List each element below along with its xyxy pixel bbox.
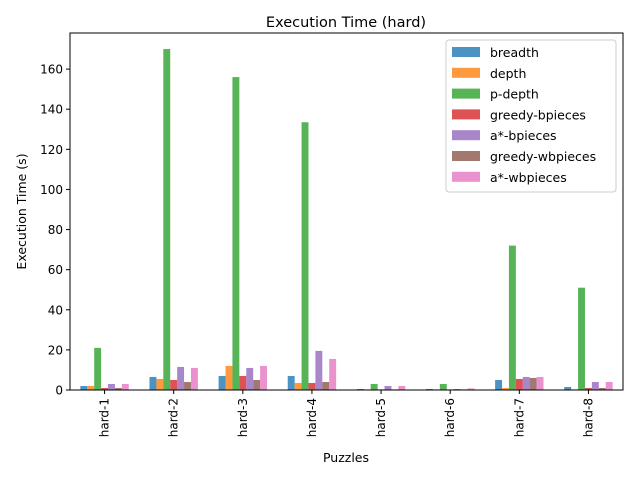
bar-breadth-hard-1 bbox=[80, 385, 88, 390]
bar-greedy-bpieces-hard-8 bbox=[584, 387, 592, 390]
legend-swatch bbox=[452, 67, 480, 78]
bar-a-wbpieces-hard-1 bbox=[121, 383, 129, 390]
y-tick-label: 20 bbox=[48, 343, 63, 357]
y-tick-label: 100 bbox=[40, 183, 63, 197]
x-tick-label: hard-5 bbox=[374, 398, 388, 437]
y-tick-label: 140 bbox=[40, 103, 63, 117]
bar-a-wbpieces-hard-8 bbox=[605, 381, 613, 390]
y-tick-label: 80 bbox=[48, 223, 63, 237]
legend-label: p-depth bbox=[490, 87, 539, 102]
bar-greedy-wbpieces-hard-4 bbox=[322, 381, 330, 390]
bar-p-depth-hard-5 bbox=[370, 383, 378, 390]
bar-breadth-hard-2 bbox=[149, 376, 157, 390]
bar-greedy-wbpieces-hard-1 bbox=[114, 387, 122, 390]
bar-greedy-bpieces-hard-3 bbox=[239, 375, 247, 390]
bar-depth-hard-3 bbox=[225, 365, 233, 390]
legend-label: a*-wbpieces bbox=[490, 170, 567, 185]
bar-a-wbpieces-hard-6 bbox=[467, 388, 475, 390]
x-tick-label: hard-3 bbox=[236, 398, 250, 437]
legend-label: breadth bbox=[490, 45, 539, 60]
legend-swatch bbox=[452, 151, 480, 161]
chart-title: Execution Time (hard) bbox=[266, 15, 426, 31]
legend: breadth depth p-depth greedy-bpieces a*-bpie… bbox=[445, 39, 617, 193]
bar-a-bpieces-hard-8 bbox=[591, 381, 599, 390]
legend-swatch bbox=[452, 171, 480, 182]
bar-depth-hard-2 bbox=[156, 378, 164, 390]
bar-greedy-bpieces-hard-7 bbox=[515, 378, 523, 390]
legend-label: depth bbox=[490, 66, 526, 81]
y-axis: 0 20 40 60 80 100 120 140 160 bbox=[40, 63, 70, 398]
bar-greedy-wbpieces-hard-8 bbox=[598, 387, 606, 390]
bar-p-depth-hard-1 bbox=[94, 347, 102, 390]
bar-p-depth-hard-6 bbox=[439, 383, 447, 390]
y-tick-label: 0 bbox=[55, 384, 63, 398]
bar-greedy-wbpieces-hard-2 bbox=[184, 381, 191, 390]
legend-swatch bbox=[452, 109, 480, 120]
bar-breadth-hard-3 bbox=[218, 375, 226, 390]
x-tick-label: hard-7 bbox=[512, 398, 526, 437]
legend-label: a*-bpieces bbox=[490, 128, 557, 143]
bar-a-bpieces-hard-1 bbox=[108, 383, 115, 390]
bar-a-bpieces-hard-3 bbox=[246, 367, 254, 390]
x-tick-label: hard-1 bbox=[98, 398, 112, 437]
x-tick-label: hard-2 bbox=[167, 398, 181, 437]
legend-swatch bbox=[452, 130, 480, 141]
y-tick-label: 40 bbox=[48, 303, 63, 317]
bar-p-depth-hard-2 bbox=[163, 49, 171, 390]
bar-greedy-bpieces-hard-4 bbox=[308, 382, 316, 390]
bar-greedy-wbpieces-hard-3 bbox=[253, 379, 261, 390]
y-axis-label: Execution Time (s) bbox=[14, 153, 29, 269]
y-tick-label: 160 bbox=[40, 63, 63, 77]
y-tick-label: 60 bbox=[48, 263, 63, 277]
bar-p-depth-hard-4 bbox=[301, 122, 309, 390]
legend-swatch bbox=[452, 88, 480, 99]
bar-breadth-hard-8 bbox=[564, 386, 572, 390]
plot-frame bbox=[69, 32, 624, 391]
bar-greedy-bpieces-hard-2 bbox=[170, 379, 178, 390]
x-tick-label: hard-4 bbox=[305, 398, 319, 437]
legend-swatch bbox=[452, 47, 480, 57]
bar-a-wbpieces-hard-3 bbox=[260, 365, 267, 390]
bar-a-bpieces-hard-5 bbox=[384, 385, 392, 390]
legend-label: greedy-wbpieces bbox=[490, 149, 596, 164]
bar-depth-hard-7 bbox=[502, 387, 509, 390]
bar-breadth-hard-7 bbox=[495, 379, 503, 390]
bar-p-depth-hard-3 bbox=[232, 77, 240, 391]
bar-breadth-hard-4 bbox=[287, 375, 295, 390]
bar-a-bpieces-hard-7 bbox=[522, 376, 530, 390]
bar-p-depth-hard-7 bbox=[508, 245, 516, 390]
x-tick-label: hard-6 bbox=[443, 398, 457, 437]
bar-a-wbpieces-hard-2 bbox=[190, 367, 198, 390]
legend-label: greedy-bpieces bbox=[490, 107, 586, 122]
x-axis-label: Puzzles bbox=[323, 450, 369, 465]
bar-a-wbpieces-hard-7 bbox=[536, 376, 544, 390]
bar-greedy-bpieces-hard-1 bbox=[101, 387, 109, 390]
bar-depth-hard-4 bbox=[294, 382, 302, 390]
bar-a-wbpieces-hard-5 bbox=[398, 385, 406, 390]
bar-greedy-wbpieces-hard-7 bbox=[529, 377, 537, 390]
bar-a-wbpieces-hard-4 bbox=[329, 358, 337, 390]
bar-a-bpieces-hard-4 bbox=[315, 350, 323, 390]
bar-depth-hard-1 bbox=[87, 385, 95, 390]
bar-a-bpieces-hard-2 bbox=[177, 366, 185, 390]
x-axis: hard-1 hard-2 hard-3 hard-4 hard-5 hard-6 hard… bbox=[98, 390, 595, 437]
x-tick-label: hard-8 bbox=[581, 398, 595, 437]
bar-p-depth-hard-8 bbox=[578, 287, 585, 390]
y-tick-label: 120 bbox=[40, 143, 63, 157]
legend-box bbox=[445, 39, 617, 193]
bars-group bbox=[80, 49, 613, 391]
